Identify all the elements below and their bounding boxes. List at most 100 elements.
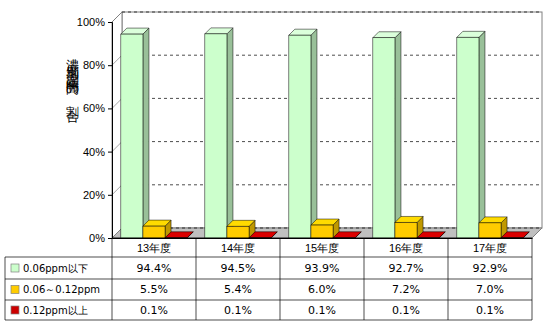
y-tick-label: 20%	[83, 189, 105, 201]
bar-side	[395, 32, 401, 238]
x-axis: 13年度14年度15年度16年度17年度	[113, 238, 533, 254]
bar-top	[479, 217, 507, 223]
table-border	[5, 320, 532, 321]
bar	[143, 226, 165, 238]
table-border	[364, 238, 365, 320]
bar	[227, 226, 249, 238]
table-border	[5, 257, 6, 320]
bar	[121, 34, 143, 238]
x-tick-label: 17年度	[473, 242, 507, 254]
grid-line-side	[112, 55, 122, 65]
bar-top	[227, 220, 255, 226]
y-tick-mark	[108, 65, 112, 66]
table-border	[5, 257, 532, 258]
bar-top	[205, 28, 233, 34]
y-tick-label: 60%	[83, 102, 105, 114]
grid-line-side	[112, 98, 122, 108]
data-label: 0.1%	[140, 304, 168, 317]
data-label: 0.1%	[476, 304, 504, 317]
data-label: 93.9%	[305, 262, 340, 275]
table-border	[532, 238, 533, 320]
x-tick: 17年度	[473, 238, 507, 254]
bar-top	[457, 31, 485, 37]
legend-swatch	[11, 306, 19, 314]
grid-line-side	[112, 12, 122, 22]
data-label: 0.1%	[308, 304, 336, 317]
bar	[205, 34, 227, 238]
data-table: 0.06ppm以下94.4%94.5%93.9%92.7%92.9%0.06～0…	[5, 238, 532, 320]
bar-top	[395, 216, 423, 222]
table-border	[280, 238, 281, 320]
data-label: 7.2%	[392, 283, 420, 296]
y-tick-label: 80%	[83, 59, 105, 71]
data-label: 6.0%	[308, 283, 336, 296]
table-border	[5, 300, 532, 301]
data-label: 92.7%	[389, 262, 424, 275]
data-label: 94.4%	[137, 262, 172, 275]
grid-line	[122, 12, 542, 13]
data-label: 7.0%	[476, 283, 504, 296]
y-tick: 40%	[83, 146, 112, 158]
bar-top	[417, 232, 445, 238]
bar-top	[311, 219, 339, 225]
bar	[479, 223, 501, 238]
bar-top	[143, 220, 171, 226]
data-label: 0.1%	[224, 304, 252, 317]
table-border	[5, 279, 532, 280]
chart: 0%20%40%60%80%100%濃度別測定時間の割合13年度14年度15年度…	[0, 0, 556, 322]
bar-side	[227, 28, 233, 238]
bar-top	[289, 29, 317, 35]
data-label: 0.1%	[392, 304, 420, 317]
y-tick: 100%	[77, 16, 112, 28]
y-tick-label: 40%	[83, 146, 105, 158]
y-tick-mark	[108, 152, 112, 153]
bar	[289, 35, 311, 238]
table-border	[112, 238, 532, 239]
y-axis-line	[108, 23, 113, 239]
y-tick: 0%	[89, 232, 112, 244]
bar-side	[311, 29, 317, 238]
x-tick-label: 13年度	[137, 242, 171, 254]
bar	[457, 37, 479, 238]
x-tick: 16年度	[389, 238, 423, 254]
table-border	[112, 238, 113, 320]
bar-side	[143, 28, 149, 238]
x-tick: 14年度	[221, 238, 255, 254]
bar	[311, 225, 333, 238]
y-tick-mark	[108, 22, 112, 23]
y-tick: 80%	[83, 59, 112, 71]
legend-label: 0.06ppm以下	[23, 263, 88, 274]
data-label: 92.9%	[473, 262, 508, 275]
bar-top	[373, 32, 401, 38]
data-label: 5.4%	[224, 283, 252, 296]
bar-side	[479, 31, 485, 238]
bar-top	[501, 232, 529, 238]
x-tick-label: 14年度	[221, 242, 255, 254]
y-tick-label: 0%	[89, 232, 105, 244]
grid-line-side	[112, 228, 122, 238]
bar	[373, 38, 395, 238]
bar-top	[165, 232, 193, 238]
data-label: 94.5%	[221, 262, 256, 275]
y-axis-title: 濃度別測定時間の割合	[66, 48, 81, 123]
bars	[121, 28, 529, 238]
x-tick-label: 16年度	[389, 242, 423, 254]
legend-swatch	[11, 286, 19, 294]
data-label: 5.5%	[140, 283, 168, 296]
y-tick-mark	[108, 195, 112, 196]
bar-top	[249, 232, 277, 238]
side-wall	[112, 12, 122, 238]
y-axis: 0% 20% 40% 60% 80% 100%	[77, 16, 113, 244]
grid-line-side	[112, 185, 122, 195]
legend-swatch	[11, 264, 19, 272]
bar-top	[333, 232, 361, 238]
bar-top	[121, 28, 149, 34]
x-axis-line	[113, 238, 533, 239]
grid-line-side	[112, 142, 122, 152]
y-tick-mark	[108, 238, 112, 239]
table-border	[196, 238, 197, 320]
bar	[395, 222, 417, 238]
y-tick-label: 100%	[77, 16, 105, 28]
legend-label: 0.12ppm以上	[23, 305, 88, 316]
y-tick: 60%	[83, 102, 112, 114]
